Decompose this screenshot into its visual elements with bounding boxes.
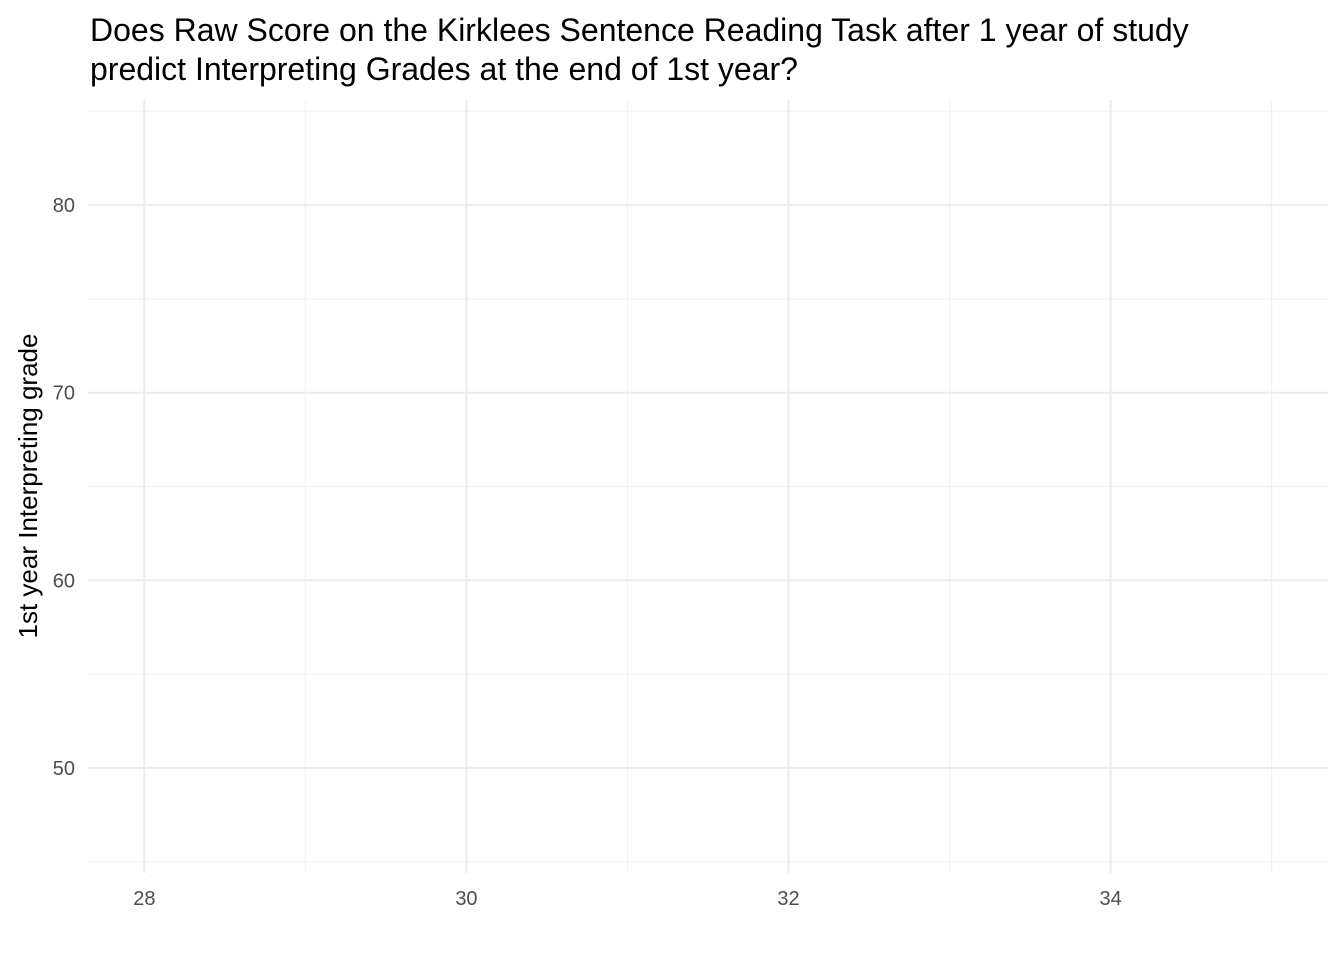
minor-gridlines <box>88 100 1328 873</box>
chart-title-line-2: predict Interpreting Grades at the end o… <box>90 51 798 87</box>
major-gridlines <box>88 100 1328 873</box>
y-axis-title: 1st year Interpreting grade <box>13 334 43 639</box>
y-tick-label: 60 <box>53 570 75 592</box>
chart-title-line-1: Does Raw Score on the Kirklees Sentence … <box>90 12 1189 48</box>
x-tick-label: 34 <box>1099 888 1121 910</box>
y-axis-ticks: 50 60 70 80 <box>53 195 75 780</box>
y-tick-label: 80 <box>53 195 75 217</box>
x-axis-ticks: 28 30 32 34 <box>133 888 1121 910</box>
y-tick-label: 50 <box>53 758 75 780</box>
x-tick-label: 28 <box>133 888 155 910</box>
y-tick-label: 70 <box>53 383 75 405</box>
x-tick-label: 32 <box>777 888 799 910</box>
x-tick-label: 30 <box>455 888 477 910</box>
